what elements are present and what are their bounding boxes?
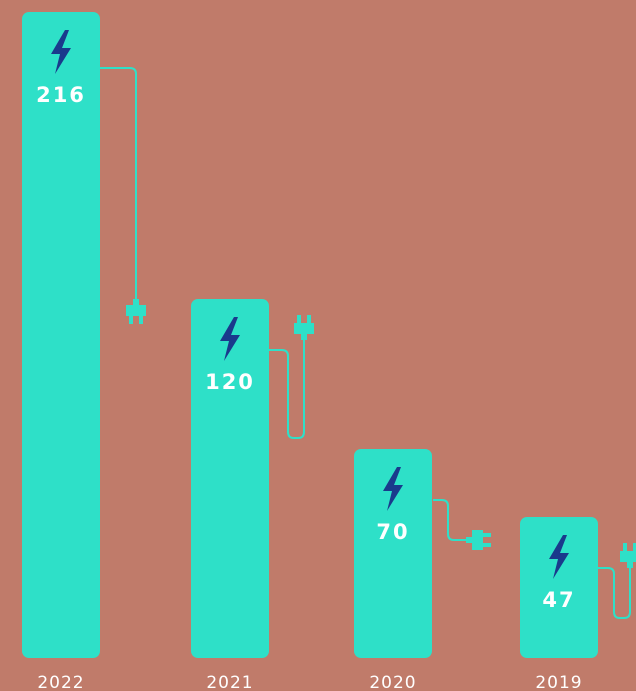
value-label-2020: 70: [376, 520, 409, 544]
value-label-2019: 47: [542, 588, 575, 612]
lightning-bolt-icon: [383, 467, 403, 511]
lightning-bolt-icon: [51, 30, 71, 74]
bar-2020: [354, 449, 432, 658]
power-plug-icon: [466, 530, 491, 550]
power-plug-icon: [294, 315, 314, 340]
power-plug-icon: [126, 299, 146, 324]
cable-2021: [269, 334, 305, 439]
value-label-2022: 216: [36, 83, 86, 107]
power-plug-icon: [620, 543, 636, 568]
cable-2019: [598, 562, 631, 619]
year-label-2021: 2021: [206, 673, 253, 691]
cable-2020: [433, 499, 466, 541]
lightning-bolt-icon: [220, 317, 240, 361]
value-label-2021: 120: [205, 370, 255, 394]
bar-2021: [191, 299, 269, 658]
cable-2022: [100, 67, 137, 305]
year-label-2022: 2022: [37, 673, 84, 691]
bar-2022: [22, 12, 100, 658]
lightning-bolt-icon: [549, 535, 569, 579]
year-label-2020: 2020: [369, 673, 416, 691]
year-label-2019: 2019: [535, 673, 582, 691]
bar-2019: [520, 517, 598, 658]
